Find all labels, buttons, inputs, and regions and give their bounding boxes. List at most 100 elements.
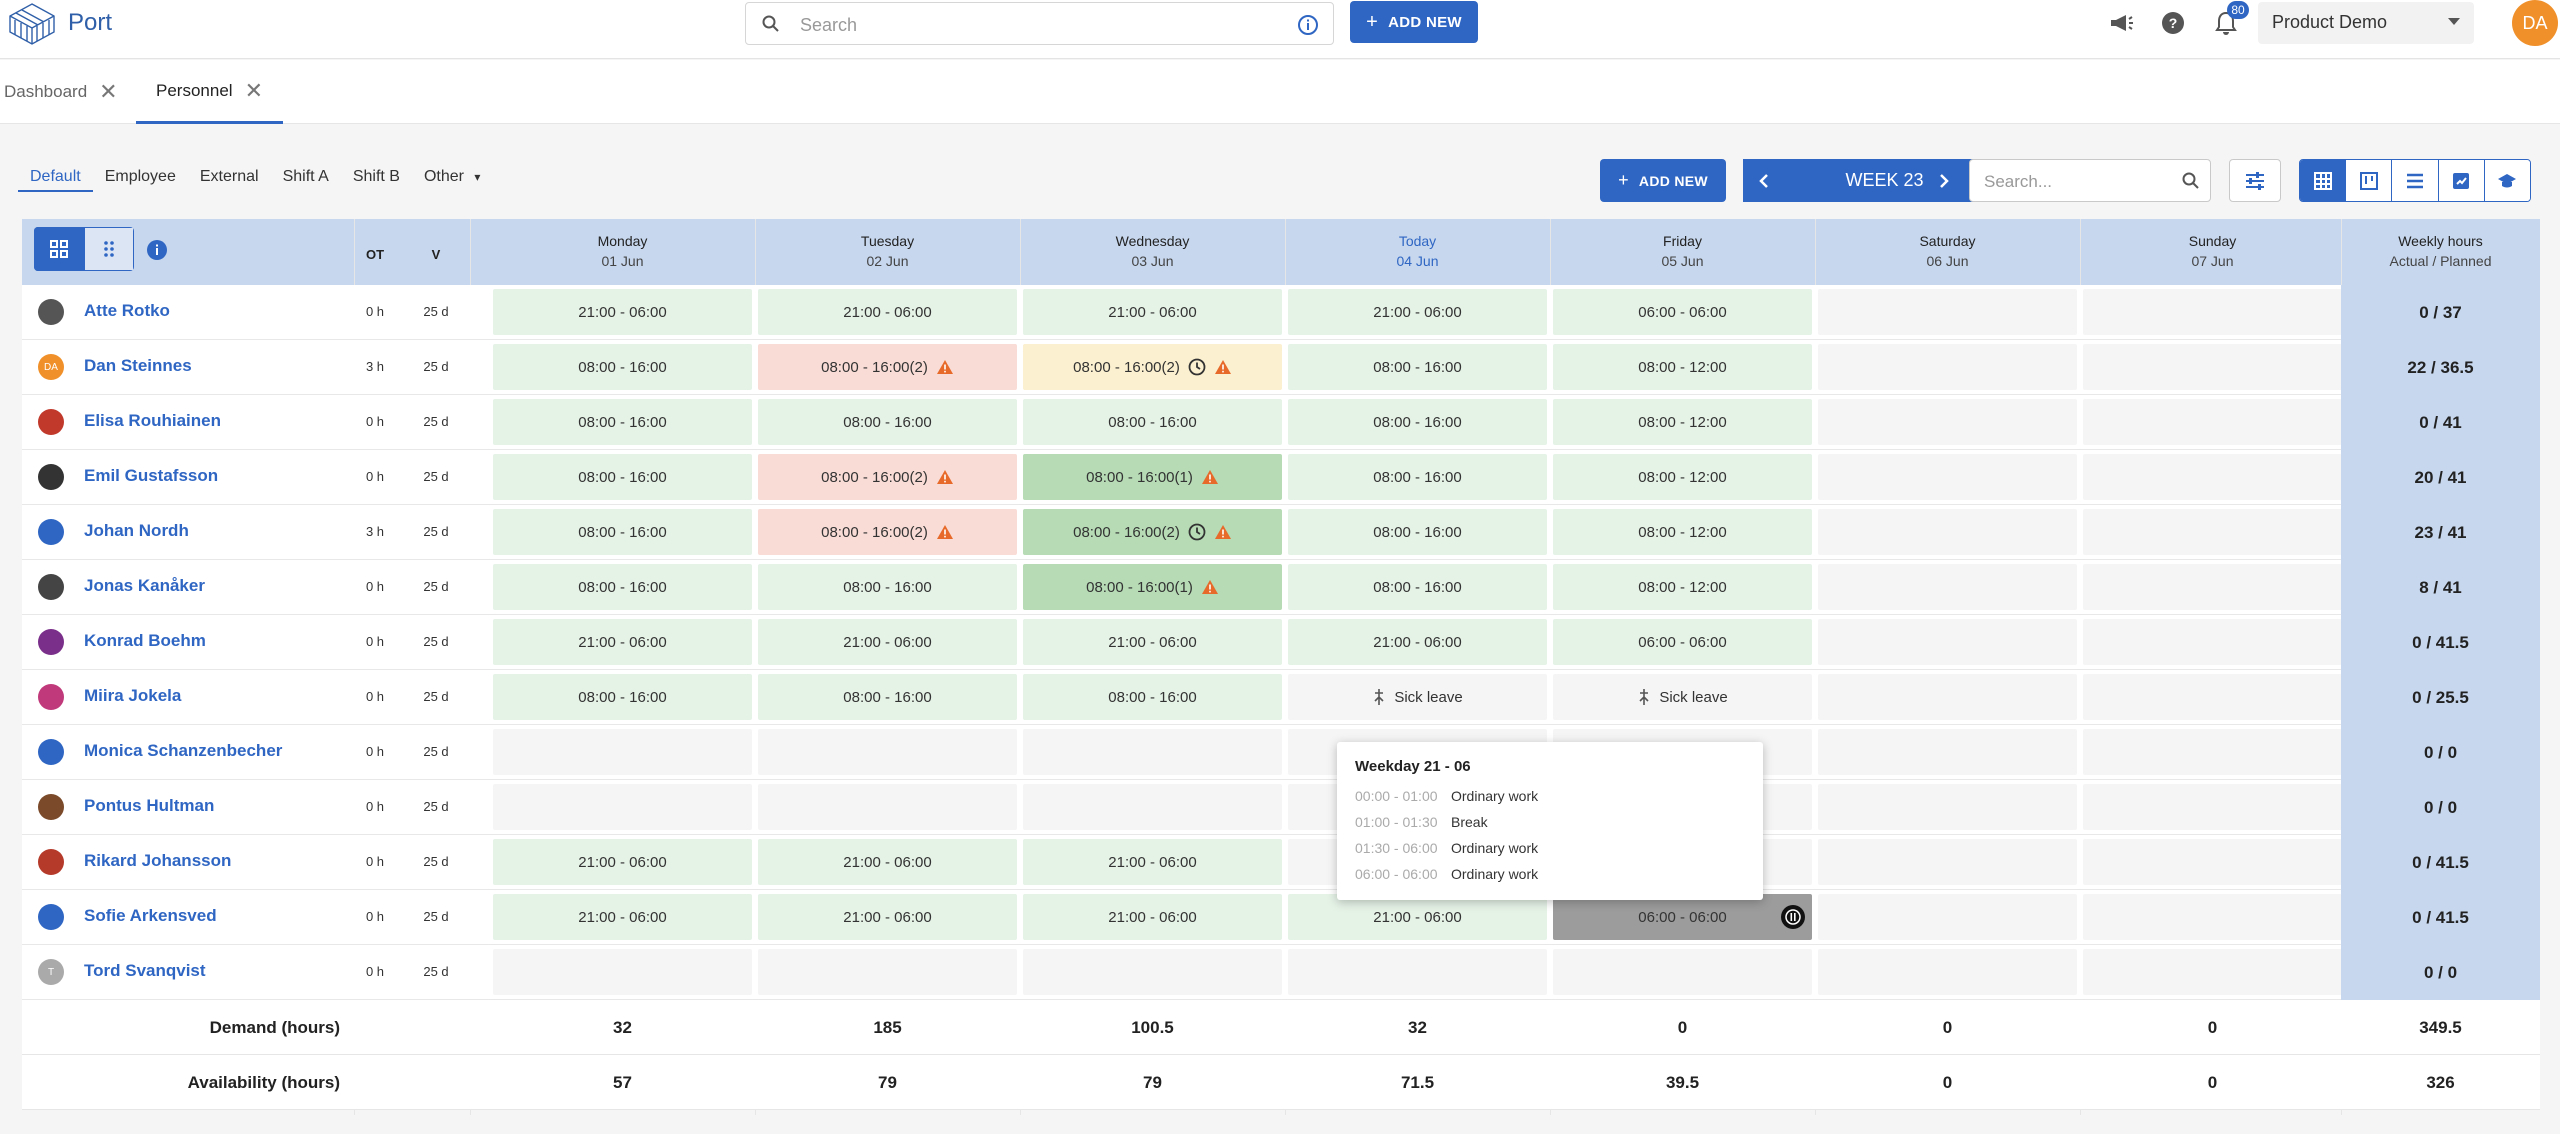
shift-cell[interactable]: 08:00 - 12:00 [1553,454,1812,500]
user-avatar[interactable]: DA [2512,0,2558,46]
shift-cell[interactable]: 21:00 - 06:00 [758,839,1017,885]
shift-cell[interactable]: 08:00 - 16:00 [493,674,752,720]
shift-cell[interactable] [758,784,1017,830]
shift-cell[interactable]: 21:00 - 06:00 [758,289,1017,335]
shift-cell[interactable] [1023,784,1282,830]
shift-cell[interactable] [1818,509,2077,555]
shift-cell[interactable] [2083,894,2342,940]
shift-cell[interactable] [493,784,752,830]
close-icon[interactable]: ✕ [99,79,118,104]
close-icon[interactable]: ✕ [244,77,263,103]
shift-cell[interactable] [2083,399,2342,445]
shift-cell[interactable]: 08:00 - 16:00 [493,454,752,500]
shift-cell[interactable]: 21:00 - 06:00 [1023,894,1282,940]
shift-cell[interactable]: Sick leave [1553,674,1812,720]
shift-cell[interactable] [2083,729,2342,775]
shift-cell[interactable]: 08:00 - 16:00 [758,564,1017,610]
shift-cell[interactable]: 08:00 - 16:00(2) [1023,509,1282,555]
tab-dashboard[interactable]: Dashboard ✕ [4,79,118,104]
shift-cell[interactable]: 08:00 - 16:00 [493,344,752,390]
shift-cell[interactable] [1818,949,2077,995]
shift-cell[interactable]: 21:00 - 06:00 [493,289,752,335]
megaphone-icon[interactable] [2108,10,2134,36]
shift-cell[interactable] [1818,784,2077,830]
shift-cell[interactable]: 08:00 - 16:00(2) [1023,344,1282,390]
filter-settings-button[interactable] [2229,159,2281,202]
brand-name[interactable]: Port [68,9,113,36]
shift-cell[interactable] [1818,344,2077,390]
shift-cell[interactable]: 08:00 - 16:00(2) [758,509,1017,555]
shift-cell[interactable] [1818,454,2077,500]
shift-cell[interactable] [2083,344,2342,390]
shift-cell[interactable]: 21:00 - 06:00 [1023,289,1282,335]
shift-cell[interactable] [1818,564,2077,610]
employee-name-link[interactable]: Miira Jokela [84,686,182,705]
shift-cell[interactable]: 21:00 - 06:00 [758,894,1017,940]
filter-shift-a[interactable]: Shift A [282,168,329,185]
employee-name-link[interactable]: Dan Steinnes [84,356,192,375]
shift-cell[interactable]: Sick leave [1288,674,1547,720]
filter-employee[interactable]: Employee [104,168,176,185]
employee-name-link[interactable]: Sofie Arkensved [84,906,217,925]
shift-cell[interactable]: 08:00 - 12:00 [1553,344,1812,390]
shift-cell[interactable]: 08:00 - 16:00 [1023,674,1282,720]
shift-cell[interactable] [1818,894,2077,940]
employee-name-link[interactable]: Elisa Rouhiainen [84,411,221,430]
shift-cell[interactable] [493,949,752,995]
shift-cell[interactable] [1818,674,2077,720]
tab-personnel[interactable]: Personnel ✕ [136,60,283,124]
shift-cell[interactable]: 08:00 - 16:00 [493,509,752,555]
shift-cell[interactable]: 08:00 - 16:00 [1288,344,1547,390]
shift-cell[interactable] [2083,784,2342,830]
shift-cell[interactable]: 08:00 - 16:00 [1288,509,1547,555]
shift-cell[interactable] [2083,949,2342,995]
shift-cell[interactable] [2083,509,2342,555]
shift-cell[interactable]: 08:00 - 16:00(2) [758,344,1017,390]
shift-cell[interactable]: 21:00 - 06:00 [1023,839,1282,885]
shift-cell[interactable]: 08:00 - 16:00 [1023,399,1282,445]
shift-cell[interactable]: 08:00 - 16:00 [1288,564,1547,610]
employee-name-link[interactable]: Rikard Johansson [84,851,232,870]
shift-cell[interactable]: 21:00 - 06:00 [1288,619,1547,665]
shift-cell[interactable] [1818,399,2077,445]
shift-cell[interactable]: 08:00 - 16:00(1) [1023,564,1282,610]
list-view-button[interactable] [2392,160,2439,201]
add-new-button[interactable]: + ADD NEW [1350,1,1478,43]
filter-other[interactable]: Other ▾ [423,168,481,185]
employee-name-link[interactable]: Atte Rotko [84,301,170,320]
filter-default[interactable]: Default [18,164,93,192]
shift-cell[interactable]: 08:00 - 16:00 [758,399,1017,445]
filter-shift-b[interactable]: Shift B [352,168,400,185]
shift-cell[interactable] [2083,454,2342,500]
shift-cell[interactable]: 08:00 - 16:00(1) [1023,454,1282,500]
training-view-button[interactable] [2484,160,2530,201]
port-logo-icon[interactable] [6,2,58,46]
shift-cell[interactable]: 21:00 - 06:00 [493,894,752,940]
shift-cell[interactable]: 06:00 - 06:00 [1553,894,1812,940]
shift-cell[interactable] [1553,949,1812,995]
shift-cell[interactable] [2083,674,2342,720]
shift-cell[interactable] [2083,839,2342,885]
product-selector[interactable]: Product Demo [2258,2,2474,44]
help-icon[interactable]: ? [2160,10,2186,36]
personnel-search-input[interactable]: Search... [1969,159,2211,202]
shift-cell[interactable] [1818,839,2077,885]
employee-name-link[interactable]: Emil Gustafsson [84,466,219,485]
shift-cell[interactable]: 21:00 - 06:00 [1023,619,1282,665]
employee-name-link[interactable]: Tord Svanqvist [84,961,206,980]
shift-cell[interactable] [2083,564,2342,610]
info-icon[interactable] [146,239,168,261]
shift-cell[interactable] [2083,619,2342,665]
shift-cell[interactable]: 08:00 - 16:00 [493,564,752,610]
shift-cell[interactable] [1818,289,2077,335]
global-search-input[interactable]: Search [745,2,1334,45]
shift-cell[interactable]: 08:00 - 12:00 [1553,509,1812,555]
shift-cell[interactable]: 08:00 - 12:00 [1553,399,1812,445]
employee-name-link[interactable]: Johan Nordh [84,521,189,540]
shift-cell[interactable] [1818,729,2077,775]
previous-week-button[interactable] [1743,159,1785,202]
employee-name-link[interactable]: Konrad Boehm [84,631,206,650]
shift-cell[interactable]: 21:00 - 06:00 [1288,289,1547,335]
shift-cell[interactable] [493,729,752,775]
shift-cell[interactable]: 21:00 - 06:00 [758,619,1017,665]
